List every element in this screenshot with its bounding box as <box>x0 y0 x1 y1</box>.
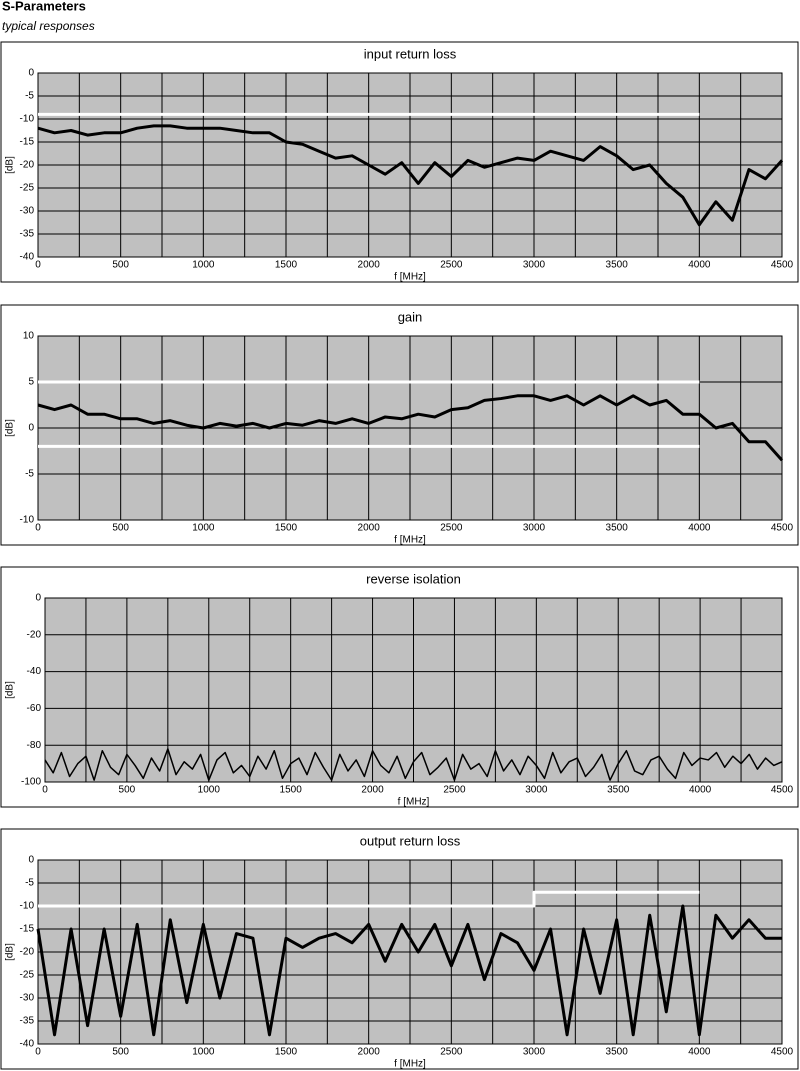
y-tick-label: -30 <box>20 206 35 217</box>
x-tick-label: 2000 <box>361 785 384 796</box>
x-tick-label: 1500 <box>275 260 298 271</box>
y-tick-label: 0 <box>28 68 34 79</box>
y-tick-label: -20 <box>20 160 35 171</box>
data-line <box>44 748 783 781</box>
x-tick-label: 2500 <box>440 1047 463 1058</box>
y-tick-label: -20 <box>27 629 42 640</box>
chart-title: gain <box>398 309 423 324</box>
y-axis-label: [dB] <box>5 943 16 961</box>
x-tick-label: 4500 <box>771 523 794 534</box>
y-tick-label: -10 <box>20 515 35 526</box>
x-tick-label: 1000 <box>192 523 215 534</box>
data-line <box>36 904 782 1037</box>
y-tick-label: -20 <box>20 947 35 958</box>
chart-title: reverse isolation <box>366 571 461 586</box>
chart-title: output return loss <box>360 833 461 848</box>
y-tick-label: -80 <box>27 740 42 751</box>
limit-line <box>38 890 700 908</box>
x-tick-label: 1000 <box>192 1047 215 1058</box>
y-tick-label: -40 <box>20 1039 35 1050</box>
x-tick-label: 0 <box>35 260 41 271</box>
x-tick-label: 0 <box>35 523 41 534</box>
x-tick-label: 3500 <box>606 260 629 271</box>
x-tick-label: 3000 <box>525 785 548 796</box>
y-tick-label: 0 <box>35 593 41 604</box>
y-tick-label: -25 <box>20 183 35 194</box>
y-tick-label: -5 <box>25 878 34 889</box>
x-tick-label: 1000 <box>192 260 215 271</box>
x-tick-label: 3000 <box>523 260 546 271</box>
x-tick-label: 4500 <box>771 1047 794 1058</box>
y-axis-label: [dB] <box>5 419 16 437</box>
x-tick-label: 0 <box>42 785 48 796</box>
data-line <box>37 394 784 462</box>
x-tick-label: 4000 <box>688 1047 711 1058</box>
x-tick-label: 2000 <box>358 523 381 534</box>
x-tick-label: 500 <box>112 260 129 271</box>
y-tick-label: -10 <box>20 901 35 912</box>
chart-title: input return loss <box>364 46 457 61</box>
y-tick-label: -30 <box>20 993 35 1004</box>
y-tick-label: 0 <box>28 423 34 434</box>
x-tick-label: 1000 <box>198 785 221 796</box>
y-tick-label: -40 <box>27 666 42 677</box>
y-tick-label: 0 <box>28 855 34 866</box>
page-subtitle: typical responses <box>2 19 95 33</box>
y-axis-label: [dB] <box>5 681 16 699</box>
y-tick-label: -15 <box>20 137 35 148</box>
x-tick-label: 3500 <box>606 1047 629 1058</box>
x-tick-label: 1500 <box>275 523 298 534</box>
x-axis-label: f [MHz] <box>394 272 426 283</box>
x-tick-label: 3000 <box>523 1047 546 1058</box>
x-tick-label: 2000 <box>358 260 381 271</box>
y-tick-label: 10 <box>23 331 35 342</box>
x-tick-label: 0 <box>35 1047 41 1058</box>
x-tick-label: 3500 <box>607 785 630 796</box>
x-tick-label: 3500 <box>606 523 629 534</box>
y-tick-label: -40 <box>20 252 35 263</box>
x-tick-label: 3000 <box>523 523 546 534</box>
x-tick-label: 4000 <box>688 523 711 534</box>
x-tick-label: 4500 <box>771 260 794 271</box>
y-tick-label: 5 <box>28 377 34 388</box>
x-tick-label: 2000 <box>358 1047 381 1058</box>
x-axis-label: f [MHz] <box>394 535 426 546</box>
x-tick-label: 1500 <box>280 785 303 796</box>
data-line <box>37 124 784 227</box>
x-tick-label: 1500 <box>275 1047 298 1058</box>
page-title: S-Parameters <box>2 0 86 13</box>
x-tick-label: 4000 <box>688 260 711 271</box>
x-tick-label: 500 <box>119 785 136 796</box>
x-tick-label: 500 <box>112 523 129 534</box>
x-tick-label: 2500 <box>443 785 466 796</box>
y-tick-label: -10 <box>20 114 35 125</box>
x-tick-label: 500 <box>112 1047 129 1058</box>
y-tick-label: -5 <box>25 469 34 480</box>
x-axis-label: f [MHz] <box>394 1059 426 1070</box>
y-tick-label: -35 <box>20 229 35 240</box>
y-tick-label: -60 <box>27 703 42 714</box>
y-tick-label: -25 <box>20 970 35 981</box>
x-tick-label: 4500 <box>771 785 794 796</box>
x-tick-label: 4000 <box>689 785 712 796</box>
x-tick-label: 2500 <box>440 260 463 271</box>
x-tick-label: 2500 <box>440 523 463 534</box>
y-tick-label: -5 <box>25 91 34 102</box>
y-tick-label: -100 <box>21 777 41 788</box>
y-tick-label: -15 <box>20 924 35 935</box>
x-axis-label: f [MHz] <box>398 797 430 808</box>
y-axis-label: [dB] <box>5 156 16 174</box>
y-tick-label: -35 <box>20 1016 35 1027</box>
